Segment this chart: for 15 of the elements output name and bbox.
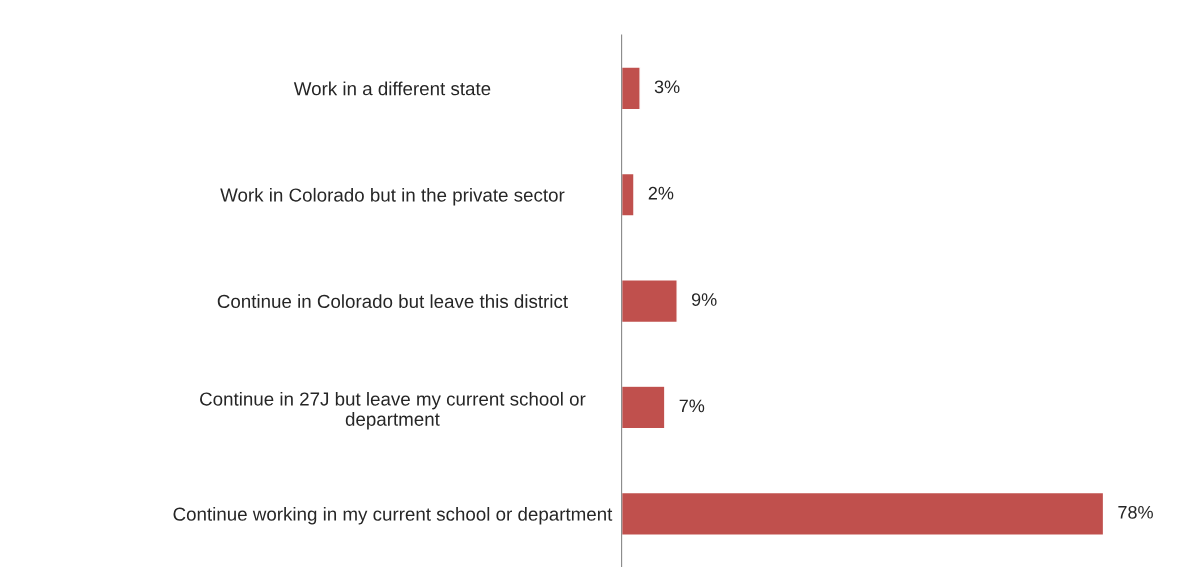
bar [621,172,635,217]
y-tick-label: Work in a different state [293,81,491,96]
y-tick-label: Work in Colorado but in the private sector [220,187,565,206]
data-label: 78% [1118,505,1153,519]
data-label: 3% [654,80,680,94]
y-tick-label: Continue in 27J but leave my current school or department [200,391,586,430]
data-label: 2% [648,186,674,200]
bar [621,491,1105,536]
y-tick-label: Continue working in my current school or department [173,507,613,525]
y-tick-label: Continue in Colorado but leave this district [217,294,568,309]
bar [621,279,678,324]
bar [621,66,641,111]
data-label: 9% [691,293,717,306]
bar [621,385,666,430]
data-label: 7% [679,399,705,413]
